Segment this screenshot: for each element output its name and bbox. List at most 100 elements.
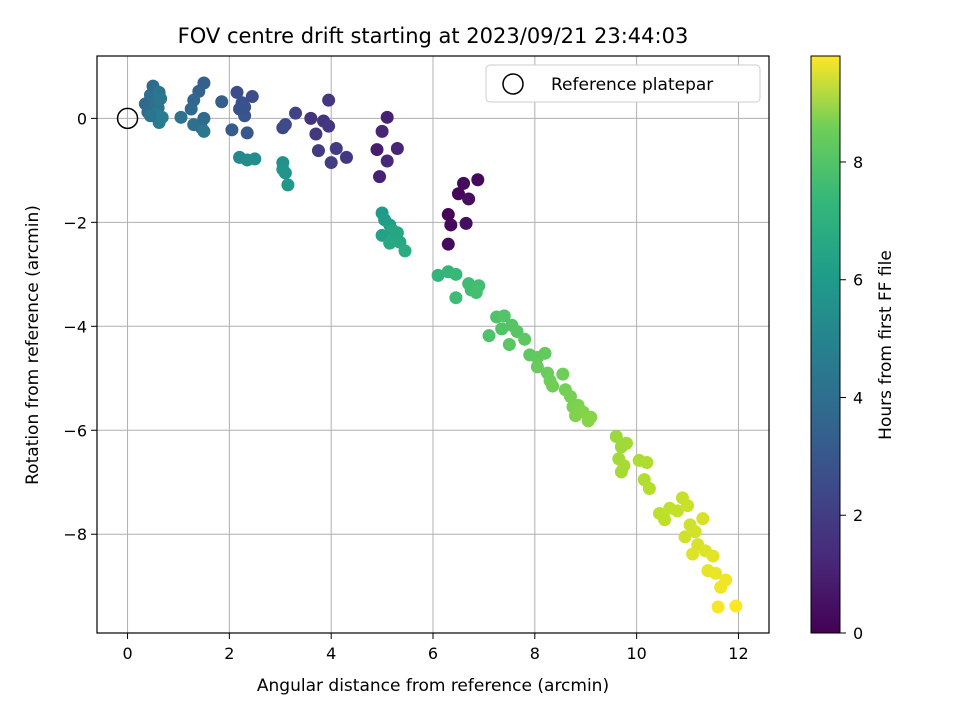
legend-marker	[502, 73, 524, 95]
data-point	[469, 286, 483, 300]
data-point	[538, 346, 552, 360]
data-point	[670, 504, 684, 518]
colorbar: 0 2 4 6 8 Hours from first FF file	[810, 55, 896, 643]
data-point	[373, 170, 387, 184]
y-axis-ticks: 0 −2 −4 −6 −8	[63, 109, 97, 544]
data-point	[706, 549, 720, 563]
y-tick-label: −4	[63, 317, 87, 336]
data-point	[530, 360, 544, 374]
data-point	[380, 154, 394, 168]
x-axis-ticks: 0 2 4 6 8 10 12	[122, 633, 749, 663]
data-point	[324, 156, 338, 170]
data-point	[230, 85, 244, 99]
legend-label: Reference platepar	[551, 75, 713, 95]
data-point	[711, 600, 725, 614]
data-point	[563, 389, 577, 403]
y-tick-label: 0	[77, 109, 87, 128]
data-point	[390, 226, 404, 240]
data-point	[459, 216, 473, 230]
data-point	[240, 126, 254, 140]
data-point	[482, 329, 496, 343]
data-point	[383, 236, 397, 250]
colorbar-gradient	[810, 55, 841, 634]
data-point	[678, 530, 692, 544]
data-point	[609, 430, 623, 444]
data-point	[154, 92, 168, 106]
x-tick-label: 10	[626, 644, 646, 663]
y-tick-label: −8	[63, 525, 87, 544]
data-point	[329, 142, 343, 156]
data-point	[584, 410, 598, 424]
colorbar-tick-label: 4	[853, 388, 863, 407]
y-tick-label: −6	[63, 421, 87, 440]
data-point	[184, 102, 198, 116]
data-point	[619, 436, 633, 450]
data-point	[546, 379, 560, 393]
data-point	[390, 142, 404, 156]
colorbar-tick-label: 2	[853, 506, 863, 525]
data-point	[322, 93, 336, 107]
data-point	[311, 144, 325, 158]
data-point	[370, 143, 384, 157]
data-point	[155, 110, 169, 124]
data-point	[441, 237, 455, 251]
data-point	[380, 110, 394, 124]
x-tick-label: 6	[428, 644, 438, 663]
data-point	[289, 106, 303, 120]
data-point	[197, 124, 211, 138]
data-point	[658, 513, 672, 527]
data-point	[215, 95, 229, 109]
data-point	[640, 455, 654, 469]
data-point	[441, 208, 455, 222]
x-tick-label: 4	[326, 644, 336, 663]
data-point	[245, 90, 259, 104]
x-tick-label: 8	[530, 644, 540, 663]
legend: Reference platepar	[485, 64, 761, 103]
data-point	[729, 599, 743, 613]
data-point	[174, 110, 188, 124]
x-tick-label: 12	[728, 644, 748, 663]
data-point	[681, 499, 695, 513]
data-point	[309, 127, 323, 141]
data-point	[276, 162, 290, 176]
data-point	[556, 367, 570, 381]
data-point	[614, 465, 628, 479]
data-point	[431, 268, 445, 282]
data-point	[462, 192, 476, 206]
data-point	[398, 244, 412, 258]
data-point	[686, 547, 700, 561]
data-point	[714, 580, 728, 594]
legend-box	[485, 64, 761, 103]
data-point	[471, 173, 485, 187]
data-point	[281, 178, 295, 192]
data-point	[449, 291, 463, 305]
data-point	[642, 481, 656, 495]
data-points	[138, 76, 743, 614]
colorbar-label: Hours from first FF file	[876, 250, 896, 440]
data-point	[339, 150, 353, 164]
data-point	[187, 118, 201, 132]
colorbar-ticks: 0 2 4 6 8	[840, 153, 863, 643]
data-point	[497, 309, 511, 323]
data-point	[449, 267, 463, 281]
data-point	[495, 322, 509, 336]
colorbar-tick-label: 0	[853, 624, 863, 643]
data-point	[304, 111, 318, 125]
data-point	[518, 332, 532, 346]
plot-area	[96, 55, 770, 634]
data-point	[225, 123, 239, 137]
data-point	[696, 512, 710, 526]
data-point	[248, 152, 262, 166]
data-point	[375, 124, 389, 138]
data-point	[688, 525, 702, 539]
colorbar-tick-label: 6	[853, 271, 863, 290]
y-axis-label: Rotation from reference (arcmin)	[23, 205, 43, 485]
x-tick-label: 2	[224, 644, 234, 663]
data-point	[444, 218, 458, 232]
data-point	[238, 100, 252, 114]
data-point	[322, 119, 336, 133]
x-tick-label: 0	[122, 644, 132, 663]
chart-title: FOV centre drift starting at 2023/09/21 …	[178, 24, 689, 48]
data-point	[143, 109, 157, 123]
